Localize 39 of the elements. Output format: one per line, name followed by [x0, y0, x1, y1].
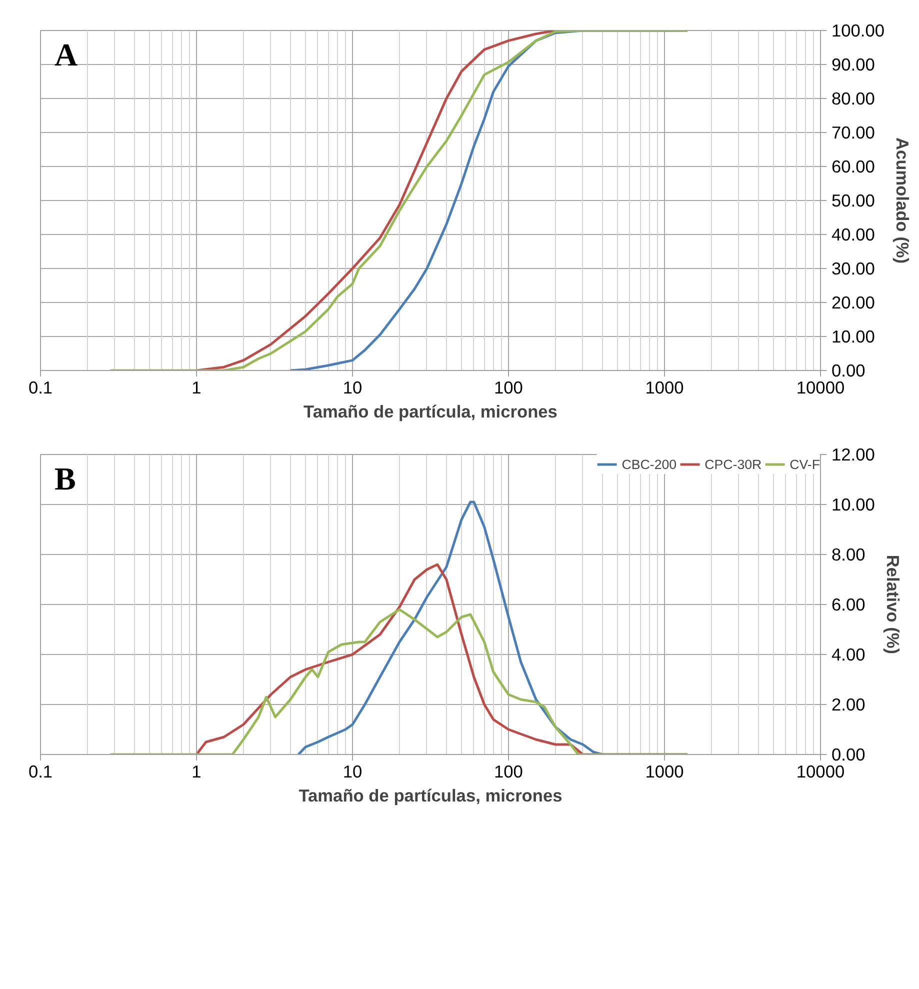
y-tick-label: 100.00 — [832, 20, 884, 40]
y-axis-title: Relativo (%) — [882, 554, 903, 654]
x-tick-label: 1000 — [645, 378, 684, 398]
x-tick-label: 1000 — [645, 762, 684, 782]
x-tick-label: 10000 — [796, 762, 845, 782]
x-tick-label: 1 — [192, 762, 202, 782]
y-tick-label: 70.00 — [832, 122, 875, 142]
y-tick-label: 90.00 — [832, 54, 875, 74]
y-tick-label: 8.00 — [832, 544, 866, 564]
x-axis-title: Tamaño de partículas, micrones — [298, 786, 562, 806]
y-tick-label: 50.00 — [832, 190, 875, 210]
y-axis-title: Acumolado (%) — [892, 137, 912, 264]
legend-label: CBC-200 — [622, 456, 677, 472]
x-axis-title: Tamaño de partícula, micrones — [304, 402, 558, 422]
y-tick-label: 10.00 — [832, 326, 875, 346]
y-tick-label: 2.00 — [832, 694, 866, 714]
y-tick-label: 4.00 — [832, 644, 866, 664]
x-tick-label: 10000 — [796, 378, 845, 398]
x-tick-label: 100 — [494, 762, 523, 782]
y-tick-label: 12.00 — [832, 444, 875, 464]
annotation: A — [54, 36, 78, 72]
y-tick-label: 0.00 — [832, 360, 866, 380]
y-tick-label: 0.00 — [832, 744, 866, 764]
annotation: B — [54, 460, 76, 496]
x-tick-label: 10 — [342, 378, 362, 398]
y-tick-label: 80.00 — [832, 88, 875, 108]
x-tick-label: 0.1 — [28, 762, 53, 782]
y-tick-label: 30.00 — [832, 258, 875, 278]
x-tick-label: 100 — [494, 378, 523, 398]
y-tick-label: 40.00 — [832, 224, 875, 244]
y-tick-label: 60.00 — [832, 156, 875, 176]
x-tick-label: 1 — [192, 378, 202, 398]
legend-label: CPC-30R — [704, 456, 762, 472]
y-tick-label: 20.00 — [832, 292, 875, 312]
x-tick-label: 10 — [342, 762, 362, 782]
x-tick-label: 0.1 — [28, 378, 53, 398]
legend-label: CV-F — [790, 456, 820, 472]
y-tick-label: 6.00 — [832, 594, 866, 614]
y-tick-label: 10.00 — [832, 494, 875, 514]
